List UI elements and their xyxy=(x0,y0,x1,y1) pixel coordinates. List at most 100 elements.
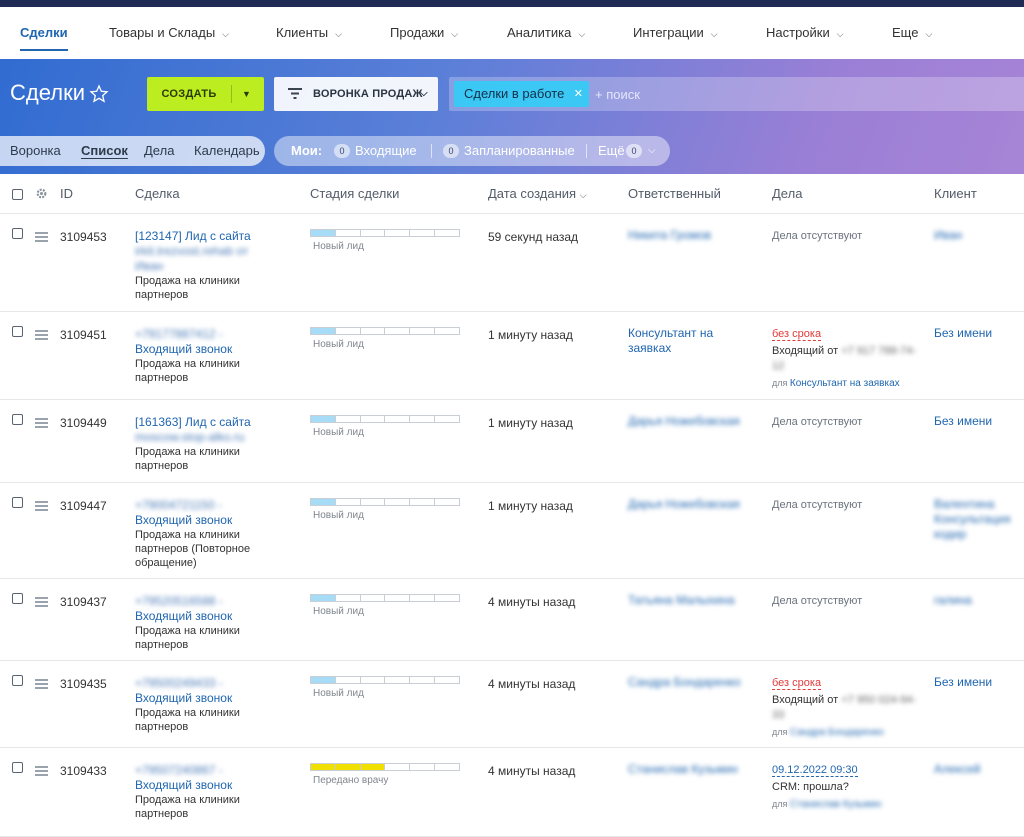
responsible-person[interactable]: Татьяна Малыхина xyxy=(628,593,735,607)
drag-handle-icon[interactable] xyxy=(35,679,48,689)
nav-more[interactable]: Еще ⌵ xyxy=(892,7,932,59)
client-link[interactable]: Без имени xyxy=(934,326,993,340)
drag-handle-icon[interactable] xyxy=(35,501,48,511)
drag-handle-icon[interactable] xyxy=(35,232,48,242)
stage-progress-bar[interactable] xyxy=(310,327,460,335)
activity-deadline[interactable]: без срока xyxy=(772,328,822,341)
column-header-stage[interactable]: Стадия сделки xyxy=(310,186,400,201)
responsible-person[interactable]: Дарья Ножебовская xyxy=(628,414,740,428)
nav-settings[interactable]: Настройки ⌵ xyxy=(766,7,844,59)
create-button[interactable]: СОЗДАТЬ ▼ xyxy=(147,77,264,111)
deal-title-link[interactable]: [123147] Лид с сайта xyxy=(135,229,251,243)
activity-assignee-link[interactable]: Сандра Бондаренко xyxy=(789,727,884,738)
nav-goods-warehouses[interactable]: Товары и Склады ⌵ xyxy=(109,7,229,59)
deal-cell[interactable]: +79507240867 - Входящий звонок Продажа на … xyxy=(135,763,295,821)
row-checkbox[interactable] xyxy=(12,675,23,686)
deal-id: 3109437 xyxy=(60,595,107,609)
client-link[interactable]: галина xyxy=(934,593,972,607)
search-input[interactable] xyxy=(595,81,995,107)
deal-title-link[interactable]: Входящий звонок xyxy=(135,778,233,792)
drag-handle-icon[interactable] xyxy=(35,330,48,340)
client-link[interactable]: Валентина Консультация кодир xyxy=(934,497,1011,541)
stage-progress-bar[interactable] xyxy=(310,229,460,237)
row-checkbox[interactable] xyxy=(12,326,23,337)
column-header-client[interactable]: Клиент xyxy=(934,186,977,201)
responsible-person[interactable]: Консультант на заявках xyxy=(628,326,714,355)
responsible-person[interactable]: Сандра Бондаренко xyxy=(628,675,741,689)
more-counter[interactable]: Ещё xyxy=(598,143,625,158)
incoming-counter[interactable]: Входящие xyxy=(355,143,417,158)
deal-cell[interactable]: [161363] Лид с сайта moscow.stop-alko.ru П… xyxy=(135,415,295,473)
stage-progress-bar[interactable] xyxy=(310,676,460,684)
caret-down-icon[interactable]: ▼ xyxy=(242,89,252,99)
deal-cell[interactable]: [123147] Лид с сайта irkit.trezvost.rehab… xyxy=(135,229,295,302)
deal-cell[interactable]: +79500249433 - Входящий звонок Продажа на … xyxy=(135,676,295,734)
activity-assignee-link[interactable]: Консультант на заявках xyxy=(789,378,900,389)
activity-text[interactable]: CRM: прошла? xyxy=(772,780,922,795)
column-header-deal[interactable]: Сделка xyxy=(135,186,180,201)
row-checkbox[interactable] xyxy=(12,228,23,239)
filter-search-box[interactable]: Сделки в работе ✕ xyxy=(449,77,1024,111)
activity-assignee-link[interactable]: Станислав Кузьмин xyxy=(789,799,882,810)
table-row[interactable]: 3109433 +79507240867 - Входящий звонок Прод… xyxy=(0,748,1024,837)
table-row[interactable]: 3109437 +79520516588 - Входящий звонок Прод… xyxy=(0,579,1024,661)
client-link[interactable]: Без имени xyxy=(934,675,993,689)
table-row[interactable]: 3109449 [161363] Лид с сайта moscow.stop-a… xyxy=(0,400,1024,483)
stage-progress-bar[interactable] xyxy=(310,498,460,506)
column-header-id[interactable]: ID xyxy=(60,186,73,201)
nav-clients[interactable]: Клиенты ⌵ xyxy=(276,7,342,59)
view-tab-funnel[interactable]: Воронка xyxy=(10,143,61,158)
activity-text[interactable]: Входящий от +7 917 788-74-12 xyxy=(772,344,922,374)
gear-icon[interactable] xyxy=(35,187,48,200)
client-link[interactable]: Иван xyxy=(934,228,963,242)
table-row[interactable]: 3109435 +79500249433 - Входящий звонок Прод… xyxy=(0,661,1024,748)
responsible-person[interactable]: Станислав Кузьмин xyxy=(628,762,738,776)
nav-analytics[interactable]: Аналитика ⌵ xyxy=(507,7,585,59)
row-checkbox[interactable] xyxy=(12,593,23,604)
responsible-person[interactable]: Дарья Ножебовская xyxy=(628,497,740,511)
deal-title-link[interactable]: Входящий звонок xyxy=(135,691,233,705)
view-tab-list[interactable]: Список xyxy=(81,143,128,158)
drag-handle-icon[interactable] xyxy=(35,418,48,428)
view-tab-activities[interactable]: Дела xyxy=(144,143,175,158)
stage-progress-bar[interactable] xyxy=(310,763,460,771)
close-icon[interactable]: ✕ xyxy=(573,88,583,100)
row-checkbox[interactable] xyxy=(12,414,23,425)
activity-deadline[interactable]: без срока xyxy=(772,677,822,690)
client-link[interactable]: Без имени xyxy=(934,414,993,428)
planned-counter[interactable]: Запланированные xyxy=(464,143,575,158)
deal-cell[interactable]: +79004721150 - Входящий звонок Продажа на … xyxy=(135,498,295,570)
nav-integrations[interactable]: Интеграции ⌵ xyxy=(633,7,718,59)
column-header-responsible[interactable]: Ответственный xyxy=(628,186,721,201)
stage-progress-bar[interactable] xyxy=(310,594,460,602)
activity-deadline[interactable]: 09.12.2022 09:30 xyxy=(772,764,858,777)
client-link[interactable]: Алексей xyxy=(934,762,981,776)
table-row[interactable]: 3109453 [123147] Лид с сайта irkit.trezvos… xyxy=(0,214,1024,312)
nav-sales[interactable]: Продажи ⌵ xyxy=(390,7,458,59)
deal-cell[interactable]: +79177887412 - Входящий звонок Продажа на … xyxy=(135,327,295,385)
activity-assignee: для Сандра Бондаренко xyxy=(772,725,922,740)
table-row[interactable]: 3109451 +79177887412 - Входящий звонок Прод… xyxy=(0,312,1024,400)
star-icon[interactable] xyxy=(89,84,109,104)
drag-handle-icon[interactable] xyxy=(35,766,48,776)
nav-deals[interactable]: Сделки xyxy=(20,7,68,59)
view-tab-calendar[interactable]: Календарь xyxy=(194,143,260,158)
filter-chip[interactable]: Сделки в работе ✕ xyxy=(454,81,589,107)
column-header-created[interactable]: Дата создания ⌵ xyxy=(488,174,587,215)
deal-cell[interactable]: +79520516588 - Входящий звонок Продажа на … xyxy=(135,594,295,652)
activity-text[interactable]: Входящий от +7 950 024-94-33 xyxy=(772,693,922,723)
deal-title-link[interactable]: Входящий звонок xyxy=(135,513,233,527)
deal-title-link[interactable]: Входящий звонок xyxy=(135,609,233,623)
responsible-person[interactable]: Никита Громов xyxy=(628,228,712,242)
deal-title-link[interactable]: Входящий звонок xyxy=(135,342,233,356)
drag-handle-icon[interactable] xyxy=(35,597,48,607)
table-row[interactable]: 3109447 +79004721150 - Входящий звонок Прод… xyxy=(0,483,1024,579)
stage-progress-bar[interactable] xyxy=(310,415,460,423)
select-all-checkbox[interactable] xyxy=(12,189,23,200)
chevron-down-icon[interactable]: ⌵ xyxy=(648,145,656,156)
deal-title-link[interactable]: [161363] Лид с сайта xyxy=(135,415,251,429)
row-checkbox[interactable] xyxy=(12,497,23,508)
row-checkbox[interactable] xyxy=(12,762,23,773)
funnel-select-button[interactable]: ВОРОНКА ПРОДАЖ ⌵ xyxy=(274,77,438,111)
column-header-activities[interactable]: Дела xyxy=(772,186,803,201)
